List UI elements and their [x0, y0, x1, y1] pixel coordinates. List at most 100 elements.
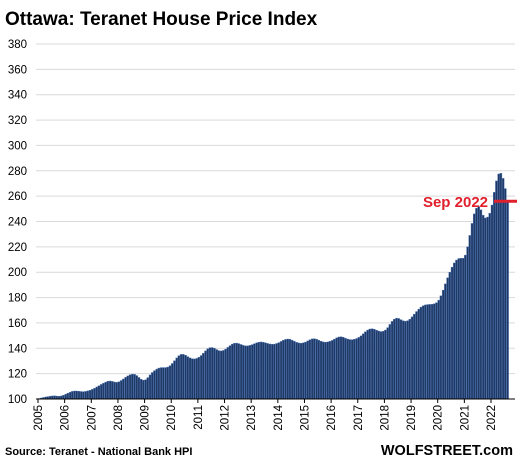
bar — [473, 213, 476, 400]
wolfstreet-logo: WOLFSTREET.com — [381, 443, 513, 459]
bar — [506, 201, 509, 400]
bar — [106, 381, 110, 400]
bar — [66, 392, 70, 400]
bar — [364, 331, 367, 400]
bar — [206, 348, 209, 400]
sep-2022-marker-label: Sep 2022 — [423, 194, 488, 211]
bar — [95, 386, 98, 400]
bar — [339, 336, 343, 400]
bar — [439, 295, 443, 400]
bar — [157, 367, 161, 400]
bar — [368, 328, 372, 400]
bar — [217, 350, 221, 400]
bar — [175, 357, 178, 400]
y-tick-label: 320 — [8, 115, 27, 127]
bar — [88, 390, 92, 400]
bar — [262, 342, 265, 400]
bar — [381, 331, 385, 400]
bar — [370, 328, 374, 400]
bar — [153, 370, 156, 400]
bar — [148, 374, 152, 400]
bar — [295, 342, 298, 400]
bar — [177, 355, 181, 400]
bar — [377, 330, 380, 400]
bar — [410, 316, 414, 400]
x-tick-label: 2022 — [486, 405, 498, 431]
bar — [126, 375, 130, 400]
bar — [350, 339, 354, 400]
x-tick-label: 2009 — [140, 405, 152, 431]
chart-title: Ottawa: Teranet House Price Index — [5, 9, 318, 30]
y-tick-label: 340 — [8, 90, 27, 102]
bar — [264, 342, 267, 400]
bar — [490, 204, 494, 400]
bar — [313, 338, 316, 400]
bar — [426, 304, 429, 400]
bar — [146, 377, 150, 400]
bar — [437, 299, 440, 400]
bar — [355, 338, 358, 400]
bar — [308, 339, 312, 400]
bar — [415, 311, 418, 400]
bar — [77, 391, 81, 400]
bar — [108, 380, 112, 400]
bar — [333, 338, 336, 400]
bar — [224, 348, 227, 400]
bar — [401, 320, 405, 400]
bar — [335, 337, 338, 400]
bar — [310, 338, 314, 400]
bar — [461, 258, 465, 400]
bar — [395, 317, 398, 400]
bar — [455, 259, 458, 400]
bar — [168, 365, 172, 400]
bar — [257, 342, 261, 400]
bar — [124, 377, 127, 400]
bar — [235, 342, 238, 400]
bar — [113, 381, 116, 400]
bar — [386, 327, 389, 400]
x-tick-label: 2006 — [60, 405, 72, 431]
bar — [173, 360, 176, 400]
bar — [399, 319, 403, 400]
bar — [288, 339, 292, 400]
bar — [119, 380, 123, 400]
bar — [128, 374, 132, 400]
bar — [199, 355, 203, 400]
bar — [450, 266, 454, 400]
bar — [435, 302, 438, 400]
bar — [353, 339, 356, 400]
bar — [379, 331, 383, 400]
bar — [495, 180, 498, 400]
bar — [319, 340, 323, 400]
x-tick-label: 2019 — [406, 405, 418, 431]
bar — [268, 343, 272, 400]
bar — [259, 341, 263, 400]
bar — [359, 335, 363, 400]
y-tick-label: 160 — [8, 318, 27, 330]
bar — [306, 340, 309, 400]
bar — [237, 343, 241, 400]
bar — [444, 283, 447, 400]
bar — [330, 340, 334, 400]
bar — [208, 347, 212, 400]
bar — [91, 389, 94, 400]
bar — [93, 388, 96, 400]
bar — [499, 173, 503, 400]
bar — [242, 345, 245, 400]
bar — [344, 337, 347, 400]
x-tick-label: 2011 — [193, 405, 205, 430]
x-tick-label: 2014 — [273, 404, 285, 430]
x-tick-label: 2013 — [246, 405, 258, 431]
bar — [468, 235, 472, 400]
bar — [388, 324, 392, 400]
bar — [419, 306, 423, 400]
bar — [171, 363, 174, 400]
bar — [433, 303, 436, 400]
x-tick-label: 2005 — [33, 405, 45, 431]
x-axis: 2005 2006 2007 2008 2009 2010 2011 2012 2013 2014… — [33, 399, 498, 431]
y-axis: 100 120 140 160 180 200 220 240 260 280 300 320 340 3… — [8, 39, 27, 406]
bar — [328, 341, 332, 400]
y-tick-label: 220 — [8, 242, 27, 254]
bar — [215, 349, 218, 400]
bar — [446, 277, 449, 400]
